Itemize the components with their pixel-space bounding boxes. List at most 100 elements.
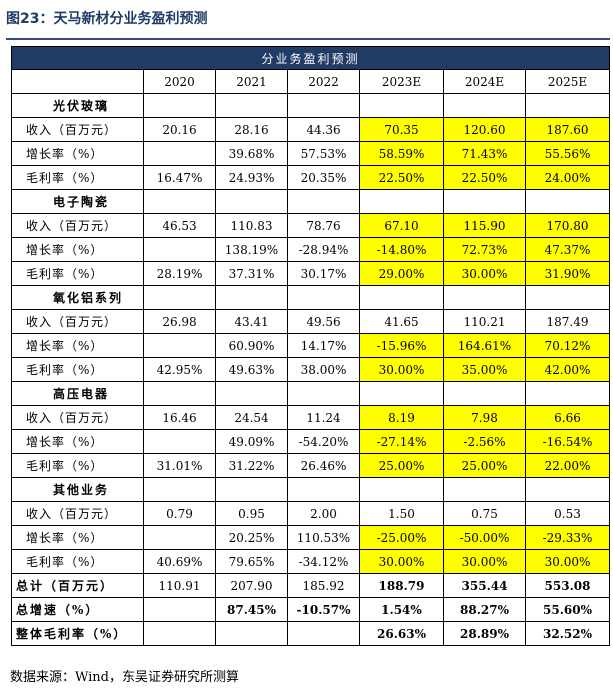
row-label: 增长率（%） [11, 141, 144, 166]
value-cell: 0.53 [524, 501, 611, 526]
value-cell: 110.53% [287, 525, 360, 550]
empty-cell [443, 189, 526, 214]
value-cell: 115.90 [443, 213, 526, 238]
value-cell [143, 429, 216, 454]
empty-cell [215, 189, 288, 214]
empty-cell [443, 381, 526, 406]
empty-cell [143, 93, 216, 118]
value-cell: 6.66 [524, 405, 611, 430]
total-value-cell: 188.79 [359, 573, 444, 598]
total-value-cell: 87.45% [215, 597, 288, 622]
empty-cell [443, 93, 526, 118]
empty-cell [359, 381, 444, 406]
value-cell: 60.90% [215, 333, 288, 358]
value-cell [143, 525, 216, 550]
table-row: 收入（百万元） 26.98 43.41 49.56 41.65 110.21 187.49 [11, 309, 611, 334]
table-body: 光伏玻璃 收入（百万元） 20.16 28.16 44.36 70.35 120.60 187… [11, 93, 611, 646]
row-label: 收入（百万元） [11, 405, 144, 430]
total-label: 总计（百万元） [11, 573, 144, 598]
value-cell: 2.00 [287, 501, 360, 526]
year-header: 2022 [287, 69, 360, 94]
value-cell: 47.37% [524, 237, 611, 262]
value-cell: 40.69% [143, 549, 216, 574]
section-header-row: 高压电器 [11, 381, 611, 406]
empty-cell [215, 93, 288, 118]
value-cell: -27.14% [359, 429, 444, 454]
value-cell: 70.35 [359, 117, 444, 142]
value-cell: 25.00% [443, 453, 526, 478]
corner-cell [11, 69, 144, 94]
value-cell: 187.60 [524, 117, 611, 142]
row-label: 毛利率（%） [11, 549, 144, 574]
row-label: 收入（百万元） [11, 117, 144, 142]
total-value-cell [287, 621, 360, 646]
value-cell: 70.12% [524, 333, 611, 358]
empty-cell [359, 477, 444, 502]
empty-cell [287, 93, 360, 118]
table-row: 收入（百万元） 46.53 110.83 78.76 67.10 115.90 170.80 [11, 213, 611, 238]
value-cell: 46.53 [143, 213, 216, 238]
total-value-cell: 185.92 [287, 573, 360, 598]
value-cell: 0.95 [215, 501, 288, 526]
table-banner: 分业务盈利预测 [10, 46, 611, 70]
value-cell: 30.00% [443, 261, 526, 286]
total-value-cell: 1.54% [359, 597, 444, 622]
value-cell [143, 141, 216, 166]
value-cell: -16.54% [524, 429, 611, 454]
table-row: 增长率（%） 39.68% 57.53% 58.59% 71.43% 55.56% [11, 141, 611, 166]
section-header-row: 其他业务 [11, 477, 611, 502]
value-cell: -50.00% [443, 525, 526, 550]
row-label: 增长率（%） [11, 429, 144, 454]
value-cell: 11.24 [287, 405, 360, 430]
total-value-cell: 553.08 [524, 573, 611, 598]
value-cell: 24.00% [524, 165, 611, 190]
total-value-cell: 55.60% [524, 597, 611, 622]
empty-cell [215, 381, 288, 406]
value-cell: 24.54 [215, 405, 288, 430]
empty-cell [287, 381, 360, 406]
value-cell: -28.94% [287, 237, 360, 262]
section-header-row: 光伏玻璃 [11, 93, 611, 118]
empty-cell [359, 93, 444, 118]
year-header: 2025E [524, 69, 611, 94]
value-cell [143, 237, 216, 262]
value-cell: 67.10 [359, 213, 444, 238]
table-row: 增长率（%） 49.09% -54.20% -27.14% -2.56% -16.54% [11, 429, 611, 454]
year-header: 2021 [215, 69, 288, 94]
empty-cell [143, 381, 216, 406]
value-cell: 120.60 [443, 117, 526, 142]
row-label: 收入（百万元） [11, 309, 144, 334]
value-cell: -25.00% [359, 525, 444, 550]
value-cell: 49.09% [215, 429, 288, 454]
value-cell: -29.33% [524, 525, 611, 550]
value-cell: 71.43% [443, 141, 526, 166]
value-cell: 58.59% [359, 141, 444, 166]
year-header-row: 2020 2021 2022 2023E 2024E 2025E [11, 69, 611, 94]
value-cell: 78.76 [287, 213, 360, 238]
value-cell: 30.00% [524, 549, 611, 574]
total-label: 总增速（%） [11, 597, 144, 622]
value-cell: 20.35% [287, 165, 360, 190]
table-row: 收入（百万元） 0.79 0.95 2.00 1.50 0.75 0.53 [11, 501, 611, 526]
value-cell: 26.46% [287, 453, 360, 478]
value-cell: 39.68% [215, 141, 288, 166]
empty-cell [215, 285, 288, 310]
value-cell: 79.65% [215, 549, 288, 574]
table-row: 增长率（%） 60.90% 14.17% -15.96% 164.61% 70.12% [11, 333, 611, 358]
value-cell: 22.00% [524, 453, 611, 478]
value-cell: 26.98 [143, 309, 216, 334]
total-row: 总计（百万元） 110.91 207.90 185.92 188.79 355.44 553… [11, 573, 611, 598]
year-header: 2024E [443, 69, 526, 94]
table-row: 收入（百万元） 20.16 28.16 44.36 70.35 120.60 187.60 [11, 117, 611, 142]
value-cell: 16.46 [143, 405, 216, 430]
empty-cell [287, 285, 360, 310]
section-header-row: 氧化铝系列 [11, 285, 611, 310]
value-cell: 24.93% [215, 165, 288, 190]
value-cell: 14.17% [287, 333, 360, 358]
row-label: 收入（百万元） [11, 213, 144, 238]
value-cell: 31.90% [524, 261, 611, 286]
value-cell: 28.16 [215, 117, 288, 142]
value-cell: 22.50% [443, 165, 526, 190]
row-label: 毛利率（%） [11, 165, 144, 190]
total-value-cell [143, 597, 216, 622]
